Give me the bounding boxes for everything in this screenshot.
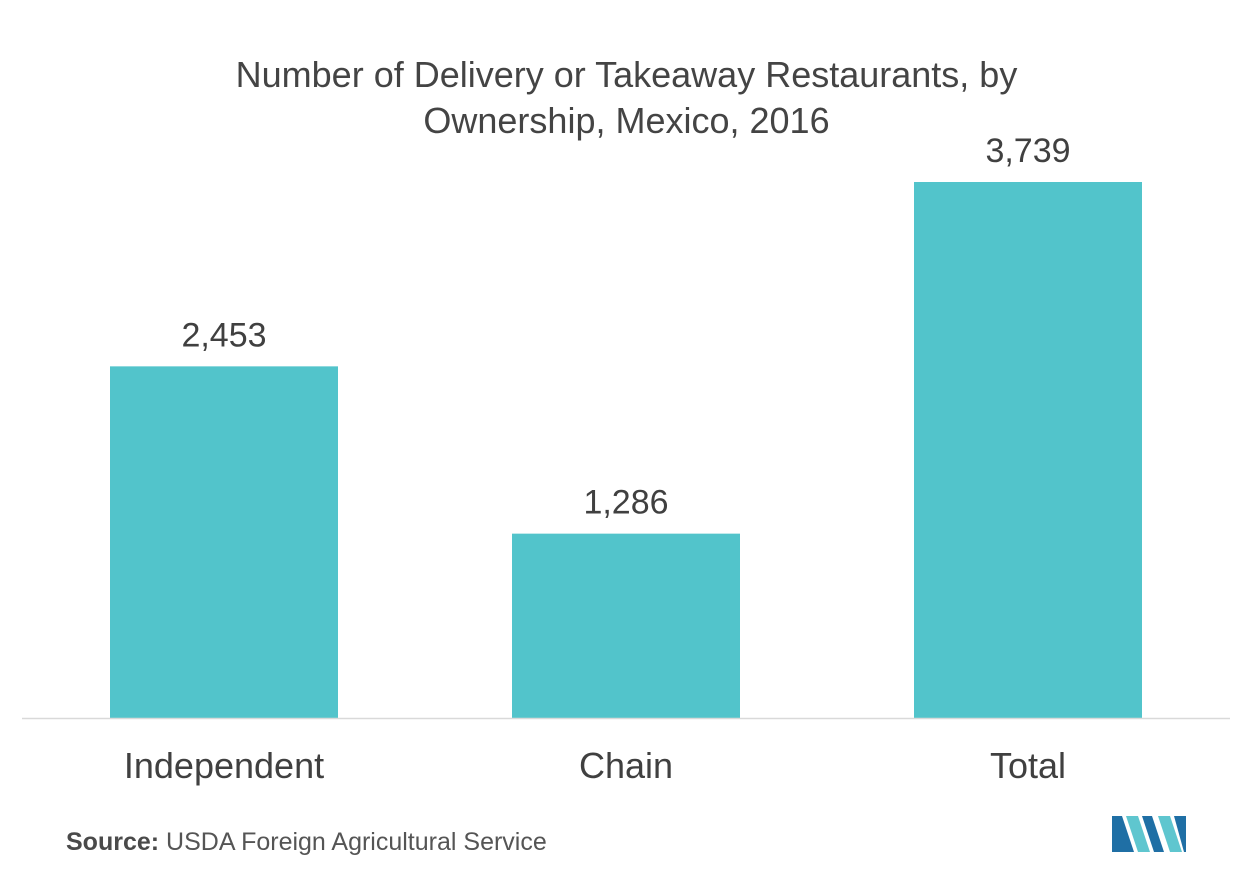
category-label-total: Total xyxy=(990,745,1066,786)
source-label: Source: xyxy=(66,828,160,856)
category-label-independent: Independent xyxy=(124,745,324,786)
category-label-chain: Chain xyxy=(579,745,673,786)
chart-title-line-1: Number of Delivery or Takeaway Restauran… xyxy=(235,54,1018,95)
bar-chain xyxy=(512,533,740,718)
value-label-total: 3,739 xyxy=(985,132,1070,170)
chart-title-line-2: Ownership, Mexico, 2016 xyxy=(423,100,830,141)
mordor-logo-icon xyxy=(1112,816,1186,852)
bar-independent xyxy=(110,366,338,718)
chart-title: Number of Delivery or Takeaway Restauran… xyxy=(0,52,1253,144)
value-label-chain: 1,286 xyxy=(583,484,668,522)
source-text: USDA Foreign Agricultural Service xyxy=(159,828,547,856)
value-label-independent: 2,453 xyxy=(181,316,266,354)
bar-total xyxy=(914,182,1142,718)
source-note: Source: USDA Foreign Agricultural Servic… xyxy=(66,828,547,857)
